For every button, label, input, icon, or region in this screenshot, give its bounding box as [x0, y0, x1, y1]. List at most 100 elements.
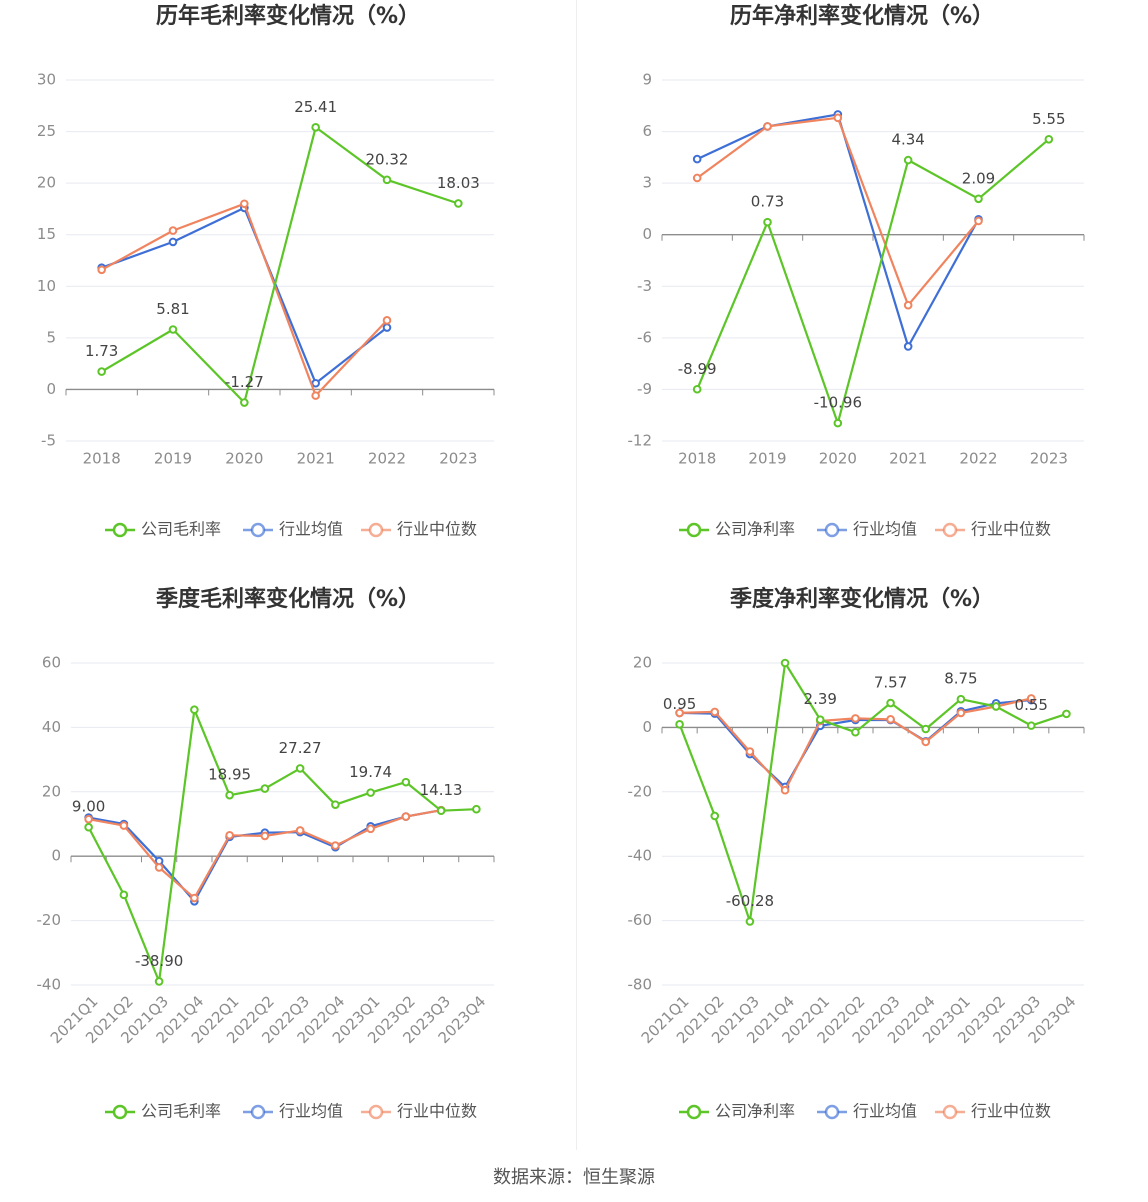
data-label: -38.90 [135, 952, 183, 970]
legend-marker [250, 522, 266, 538]
data-point [763, 217, 772, 227]
chart-svg: 季度净利率变化情况（%） -80 -60 -40 -20 0 20 2021Q12021Q22… [628, 586, 1085, 1121]
series-industry-median [692, 113, 983, 310]
legend-marker [686, 1104, 702, 1120]
data-point [903, 342, 913, 351]
y-tick-label: 0 [642, 718, 652, 736]
x-tick-label: 2023 [1030, 450, 1068, 468]
legend-label: 行业中位数 [971, 520, 1051, 539]
x-axis: 2021Q12021Q22021Q32021Q42022Q12022Q22022… [47, 855, 495, 1047]
y-tick-label: 20 [37, 174, 56, 192]
data-point [886, 715, 895, 724]
data-point [833, 418, 843, 428]
x-tick-label: 2020 [225, 450, 263, 468]
data-point [921, 724, 931, 734]
legend-marker [942, 1104, 958, 1120]
data-label: 5.81 [156, 300, 189, 318]
data-label: 1.73 [85, 342, 118, 360]
legend-label: 行业均值 [853, 520, 917, 539]
y-tick-label: -40 [628, 847, 653, 865]
y-tick-label: -80 [628, 976, 653, 994]
data-point [382, 316, 392, 325]
data-label: 25.41 [294, 98, 337, 116]
data-point [260, 784, 270, 793]
series-line [696, 116, 980, 307]
y-tick-label: 15 [37, 225, 56, 243]
data-point [154, 977, 164, 986]
data-label: 14.13 [420, 781, 463, 799]
series-line [87, 708, 477, 983]
grid-lines [66, 79, 494, 442]
data-point [710, 707, 720, 717]
legend-item-industry-avg: 行业均值 [243, 1102, 343, 1121]
data-label: 4.34 [891, 131, 924, 149]
grid-lines [71, 662, 494, 986]
legend-item-industry-median: 行业中位数 [935, 520, 1051, 539]
series-line [696, 138, 1050, 425]
data-point [745, 747, 755, 756]
y-tick-label: -20 [37, 911, 62, 929]
y-tick-label: 3 [642, 174, 652, 192]
data-point [311, 391, 320, 400]
y-axis: -12 -9 -6 -3 0 3 6 9 [628, 71, 653, 450]
data-point [168, 237, 178, 247]
data-point [886, 698, 895, 708]
data-label: -8.99 [678, 360, 717, 378]
data-point [833, 113, 843, 123]
chart-title: 历年净利率变化情况（%） [730, 3, 994, 29]
y-tick-label: 20 [42, 782, 61, 800]
data-point [1026, 721, 1036, 730]
data-point [675, 708, 684, 718]
data-point [84, 814, 93, 824]
grid-lines [662, 79, 1084, 442]
chart-title: 历年毛利率变化情况（%） [156, 3, 420, 29]
series-line [101, 202, 388, 397]
y-tick-label: -12 [628, 432, 653, 450]
data-point [190, 705, 199, 714]
legend-item-company: 公司净利率 [679, 520, 795, 539]
x-tick-label: 2019 [748, 450, 786, 468]
y-axis: -80 -60 -40 -20 0 20 [628, 654, 653, 994]
annual-net-margin-chart: 历年净利率变化情况（%） -12 -9 -6 -3 0 3 6 9 2018 2019 2020 202… [576, 0, 1148, 575]
data-label: 0.73 [751, 193, 784, 211]
y-tick-label: -5 [41, 432, 56, 450]
chart-svg: 季度毛利率变化情况（%） -40 -20 0 20 40 60 2021Q12021Q2202… [37, 586, 495, 1121]
legend: 公司净利率 行业均值 行业中位数 [679, 520, 1051, 539]
y-tick-label: -20 [628, 782, 653, 800]
data-point [311, 123, 320, 132]
data-label: 20.32 [366, 150, 409, 168]
data-point [401, 812, 411, 821]
legend-item-industry-median: 行业中位数 [361, 520, 477, 539]
legend-label: 行业中位数 [971, 1102, 1051, 1121]
series-company [692, 135, 1054, 428]
data-point [366, 788, 375, 797]
y-tick-label: -6 [637, 328, 652, 346]
data-point [956, 708, 966, 718]
data-labels: 9.00 -38.90 18.95 27.27 19.74 14.13 [72, 739, 463, 970]
data-point [436, 806, 446, 816]
data-point [974, 216, 983, 226]
data-point [991, 702, 1001, 711]
data-point [119, 821, 129, 830]
panel-divider [576, 0, 577, 1150]
x-axis: 2018 2019 2020 2021 2022 2023 [65, 388, 495, 468]
x-tick-label: 2023 [439, 450, 477, 468]
data-point [366, 824, 375, 834]
series-company [97, 123, 463, 407]
data-point [903, 155, 913, 165]
legend-marker [368, 1104, 384, 1120]
y-tick-label: 20 [633, 654, 652, 672]
x-tick-label: 2021 [889, 450, 927, 468]
legend: 公司净利率 行业均值 行业中位数 [679, 1102, 1051, 1121]
legend-label: 公司毛利率 [141, 1102, 221, 1121]
series-line [101, 126, 459, 404]
data-point [1062, 709, 1071, 719]
legend-marker [250, 1104, 266, 1120]
y-tick-label: 60 [42, 654, 61, 672]
series-industry-avg [97, 203, 392, 388]
data-point [1044, 135, 1054, 144]
data-point [454, 199, 463, 208]
data-point [190, 893, 199, 903]
data-point [225, 790, 234, 800]
